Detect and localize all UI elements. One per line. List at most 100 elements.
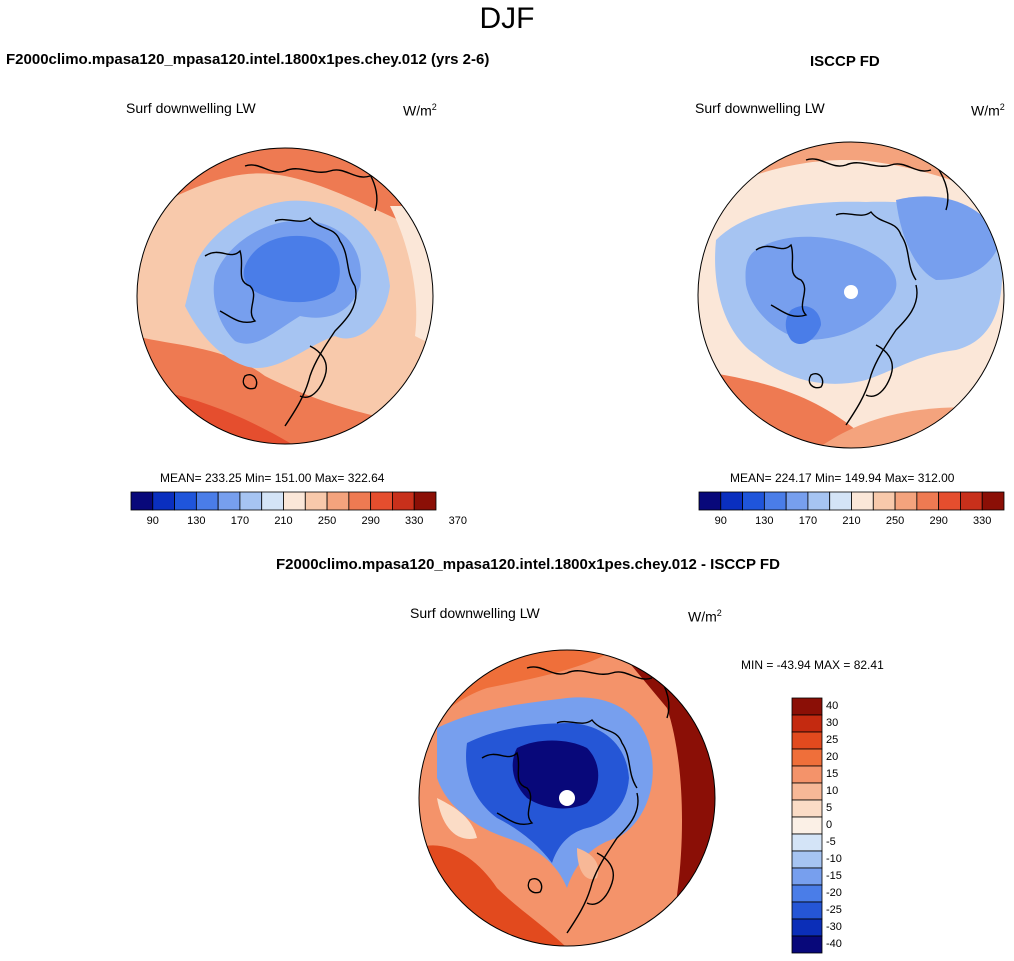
- obs-coastlines: [755, 158, 949, 426]
- model-colorbar-swatch: [130, 491, 154, 511]
- model-colorbar-ticks: 90 130 170 210 250 290 330 370: [131, 515, 467, 529]
- obs-colorbar-swatch: [981, 491, 1005, 511]
- diff-polar-map: [418, 649, 716, 947]
- diff-colorbar-label: 10: [826, 784, 839, 797]
- obs-colorbar-tick: 370: [1006, 515, 1014, 527]
- obs-panel-title: ISCCP FD: [810, 53, 880, 70]
- diff-colorbar-swatch: [791, 816, 823, 835]
- model-colorbar-swatch: [261, 491, 284, 511]
- model-colorbar-swatch: [413, 491, 437, 511]
- diff-coastlines: [481, 666, 670, 934]
- diff-colorbar-label: -25: [826, 903, 842, 916]
- obs-colorbar-swatch: [807, 491, 831, 511]
- obs-colorbar-swatch: [938, 491, 961, 511]
- diff-colorbar-swatch: [791, 731, 823, 750]
- model-colorbar-swatch: [195, 491, 219, 511]
- obs-colorbar-tick: 250: [885, 515, 905, 527]
- obs-colorbar-swatch: [894, 491, 918, 511]
- model-colorbar-tick: 170: [230, 515, 250, 527]
- diff-units-label: W/m2: [688, 608, 722, 625]
- model-polar-map: [136, 147, 434, 445]
- obs-colorbar-tick: 170: [798, 515, 818, 527]
- diff-colorbar-swatch: [791, 901, 823, 920]
- diff-colorbar-label: -10: [826, 852, 842, 865]
- model-colorbar-swatch: [152, 491, 175, 511]
- diff-colorbar-label: -30: [826, 920, 842, 933]
- diff-colorbar-swatch: [791, 697, 823, 716]
- model-panel-title: F2000climo.mpasa120_mpasa120.intel.1800x…: [6, 51, 490, 68]
- model-colorbar-tick: 370: [448, 515, 467, 527]
- obs-units-label: W/m2: [971, 102, 1005, 119]
- diff-colorbar-swatch: [791, 935, 823, 954]
- obs-colorbar-swatch: [960, 491, 983, 511]
- obs-colorbar-swatch: [785, 491, 809, 511]
- obs-pole-marker: [844, 285, 858, 299]
- obs-colorbar-swatch: [872, 491, 896, 511]
- obs-polar-map: [697, 141, 1005, 449]
- obs-colorbar-tick: 210: [842, 515, 861, 527]
- diff-colorbar-label: 40: [826, 699, 839, 712]
- model-colorbar-tick: 130: [187, 515, 206, 527]
- diff-colorbar-swatch: [791, 867, 823, 886]
- obs-colorbar-swatch: [742, 491, 765, 511]
- model-coastlines: [204, 164, 378, 427]
- diff-stats: MIN = -43.94 MAX = 82.41: [741, 658, 884, 672]
- obs-colorbar-swatch: [763, 491, 787, 511]
- diff-colorbar-label: -40: [826, 937, 842, 950]
- obs-colorbar-tick: 290: [929, 515, 948, 527]
- diff-colorbar-swatch: [791, 833, 823, 852]
- diff-colorbar-swatch: [791, 765, 823, 784]
- model-colorbar-tick: 250: [317, 515, 337, 527]
- diff-panel-title: F2000climo.mpasa120_mpasa120.intel.1800x…: [276, 556, 780, 573]
- obs-colorbar-swatch: [829, 491, 852, 511]
- model-colorbar-swatch: [326, 491, 350, 511]
- diff-colorbar-swatch: [791, 714, 823, 733]
- model-units-label: W/m2: [403, 102, 437, 119]
- model-colorbar-swatch: [217, 491, 241, 511]
- model-colorbar-swatch: [392, 491, 415, 511]
- diff-colorbar-label: 25: [826, 733, 839, 746]
- diff-colorbar-labels: 40 30 25 20 15 10 5 0 -5 -10 -15 -20 -25 -30 -40: [826, 698, 866, 953]
- obs-stats: MEAN= 224.17 Min= 149.94 Max= 312.00: [730, 471, 955, 485]
- diff-colorbar-label: 0: [826, 818, 833, 831]
- obs-colorbar-swatch: [851, 491, 874, 511]
- diff-colorbar-swatch: [791, 884, 823, 903]
- page-title: DJF: [479, 2, 535, 35]
- diff-colorbar-swatch: [791, 782, 823, 801]
- model-stats: MEAN= 233.25 Min= 151.00 Max= 322.64: [160, 471, 385, 485]
- obs-colorbar-tick: 330: [973, 515, 992, 527]
- model-colorbar-swatch: [304, 491, 328, 511]
- model-colorbar-swatch: [174, 491, 197, 511]
- model-colorbar-swatch: [239, 491, 263, 511]
- diff-pole-marker: [559, 790, 575, 806]
- model-colorbar-tick: 90: [146, 515, 159, 527]
- diff-colorbar-swatch: [791, 850, 823, 869]
- model-colorbar-tick: 290: [361, 515, 380, 527]
- diff-colorbar-label: 15: [826, 767, 839, 780]
- obs-colorbar-swatch: [698, 491, 722, 511]
- diff-colorbar-label: 20: [826, 750, 839, 763]
- model-colorbar-tick: 210: [274, 515, 293, 527]
- diff-colorbar-label: -5: [826, 835, 836, 848]
- model-colorbar: [130, 491, 437, 511]
- diff-colorbar-swatch: [791, 799, 823, 818]
- obs-colorbar-swatch: [916, 491, 940, 511]
- diff-colorbar: [791, 697, 823, 954]
- model-colorbar-swatch: [370, 491, 393, 511]
- model-colorbar-swatch: [348, 491, 372, 511]
- diff-colorbar-label: -15: [826, 869, 842, 882]
- obs-colorbar-tick: 90: [714, 515, 727, 527]
- obs-colorbar: [698, 491, 1005, 511]
- diff-colorbar-swatch: [791, 918, 823, 937]
- model-colorbar-swatch: [283, 491, 306, 511]
- obs-variable-label: Surf downwelling LW: [695, 100, 825, 116]
- diff-colorbar-label: 30: [826, 716, 839, 729]
- diff-colorbar-swatch: [791, 748, 823, 767]
- obs-colorbar-swatch: [720, 491, 743, 511]
- model-colorbar-tick: 330: [405, 515, 424, 527]
- diff-variable-label: Surf downwelling LW: [410, 605, 540, 621]
- diff-colorbar-label: -20: [826, 886, 842, 899]
- model-variable-label: Surf downwelling LW: [126, 100, 256, 116]
- diff-colorbar-label: 5: [826, 801, 833, 814]
